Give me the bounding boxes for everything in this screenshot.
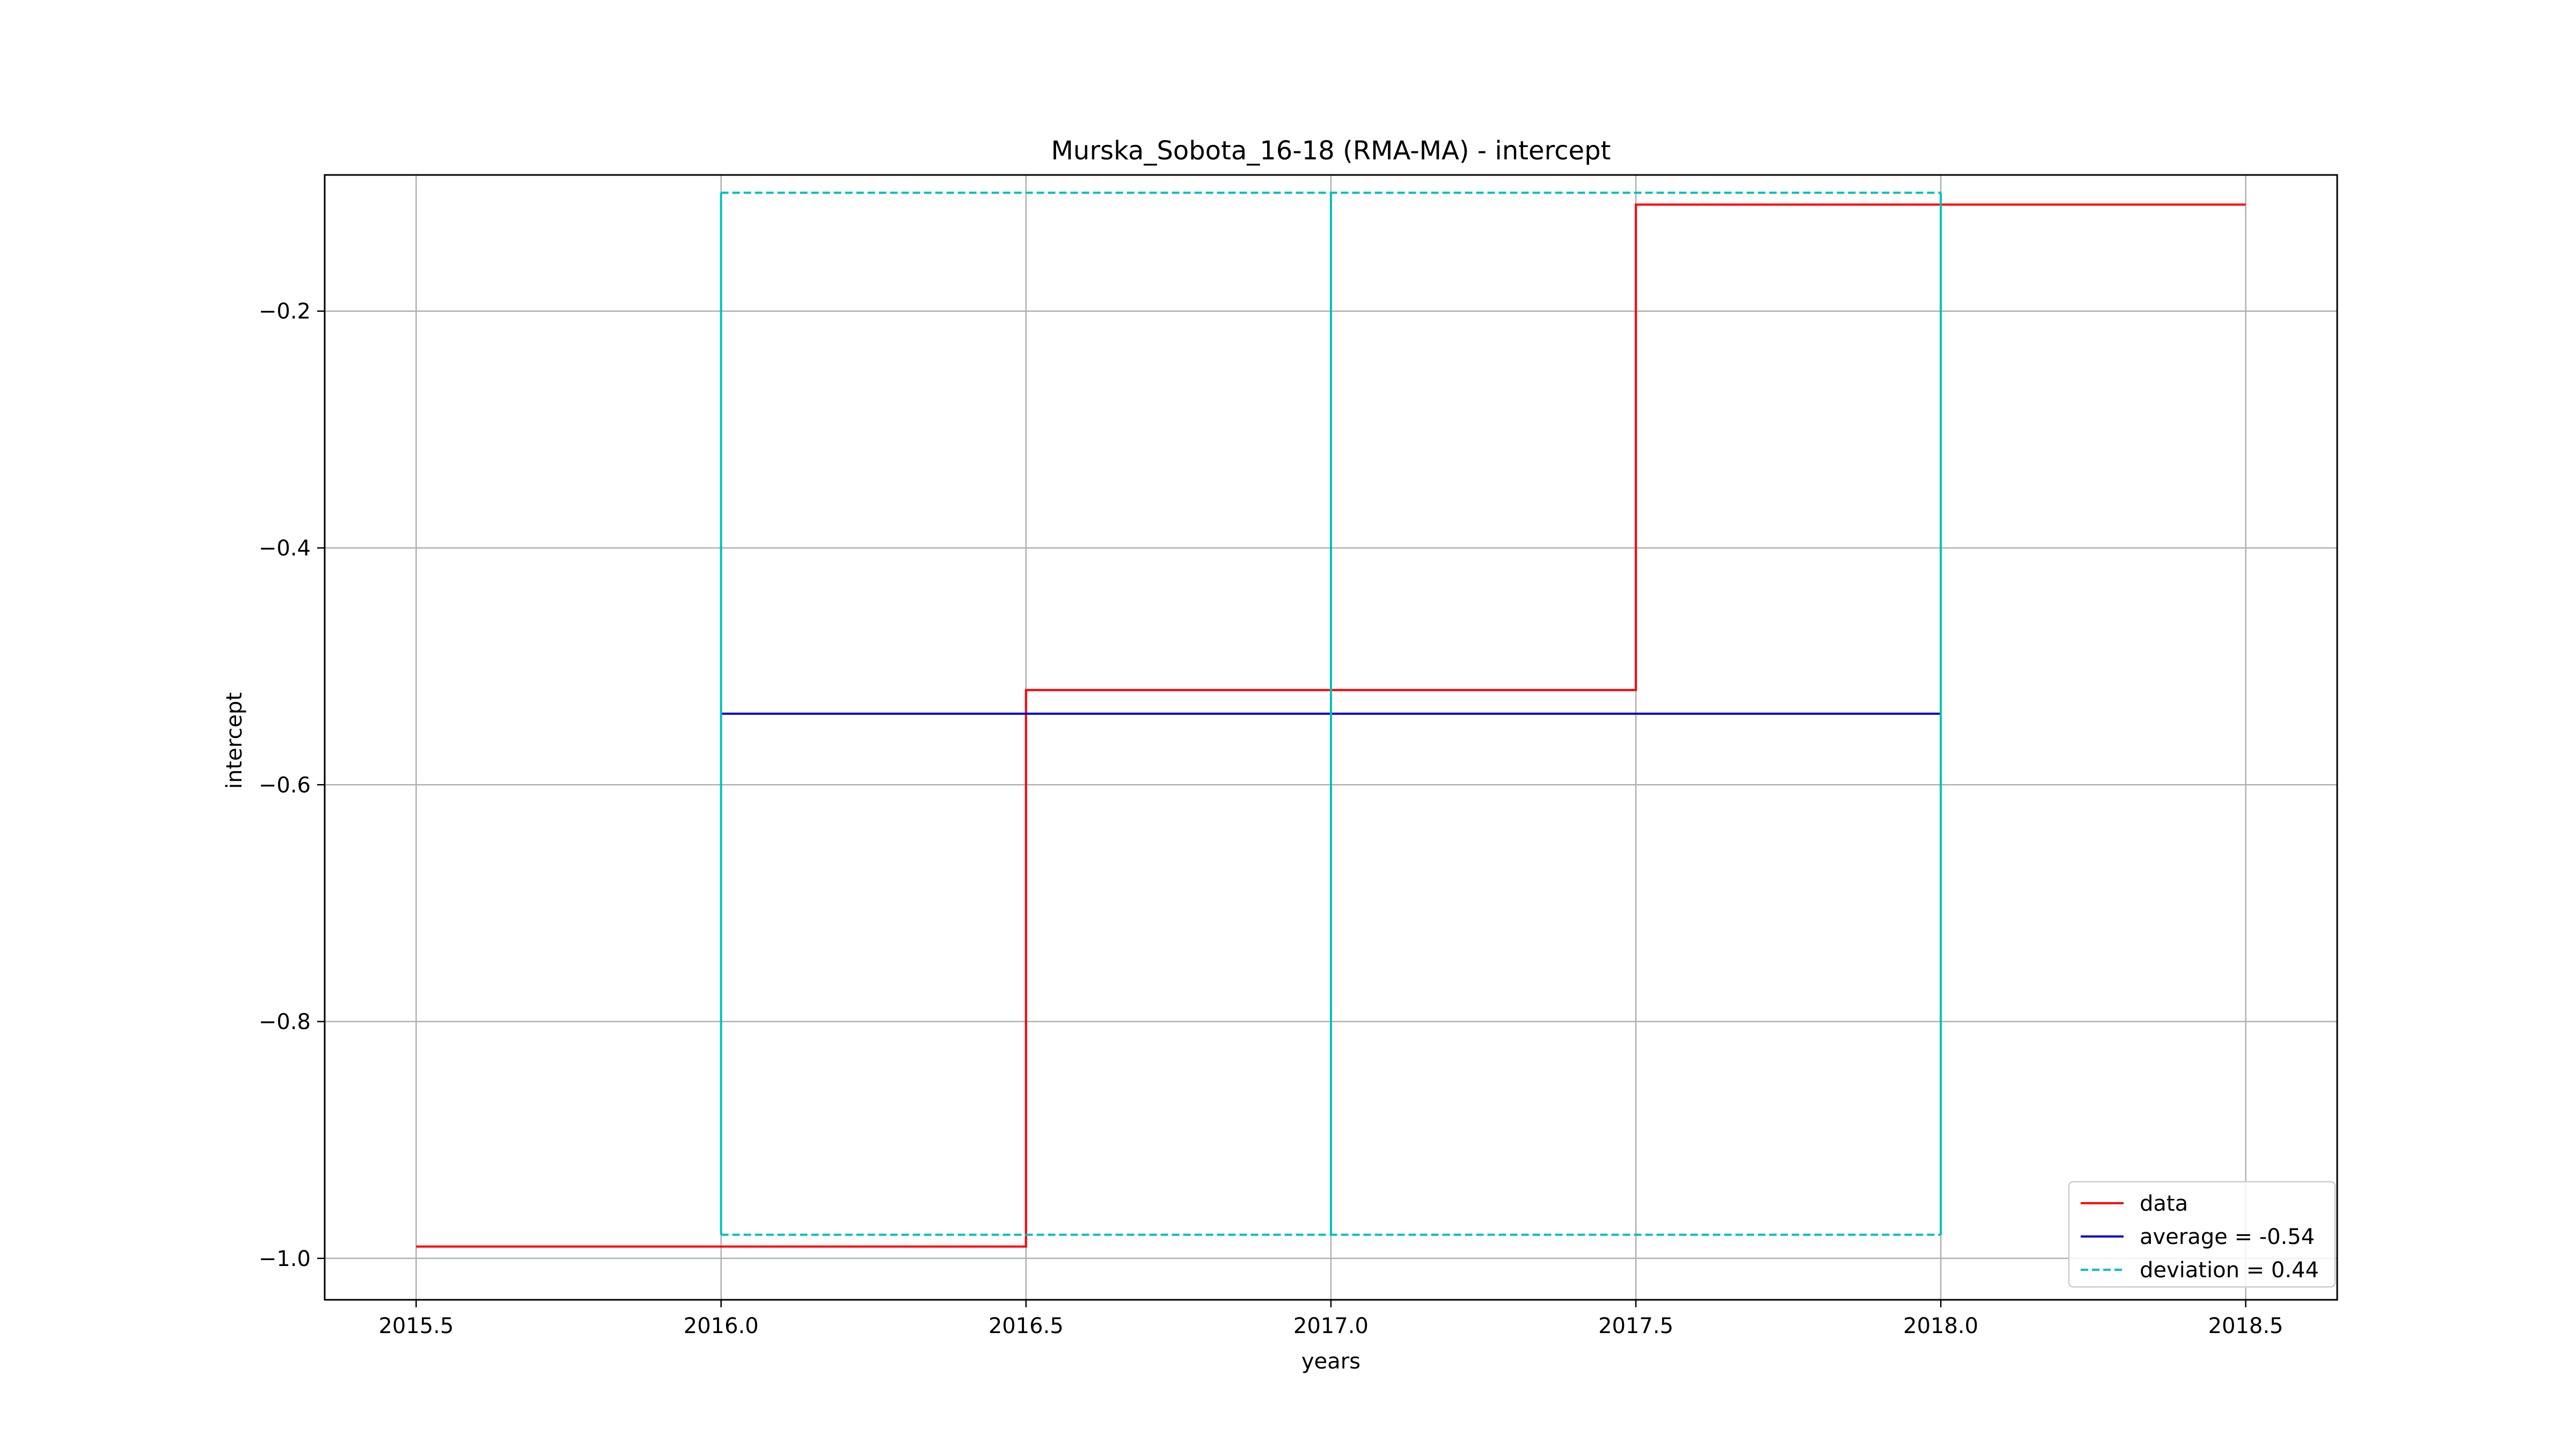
axis-ticks: 2015.5 2016.0 2016.5 2017.0 2017.5 2018.0 2018…	[259, 299, 2284, 1338]
y-tick-label: −1.0	[259, 1247, 311, 1271]
y-tick-label: −0.6	[259, 773, 311, 797]
chart-title: Murska_Sobota_16-18 (RMA-MA) - intercept	[1051, 136, 1611, 166]
legend-label: average = -0.54	[2140, 1225, 2315, 1249]
y-tick-label: −0.2	[259, 299, 311, 324]
x-tick-label: 2017.5	[1598, 1314, 1673, 1338]
x-tick-label: 2015.5	[378, 1314, 453, 1338]
x-tick-label: 2016.0	[684, 1314, 759, 1338]
y-tick-label: −0.4	[259, 536, 311, 561]
legend-box	[2068, 1181, 2336, 1288]
x-tick-label: 2017.0	[1293, 1314, 1368, 1338]
x-tick-label: 2016.5	[989, 1314, 1064, 1338]
series-layer	[416, 192, 2246, 1248]
x-axis-label: years	[1301, 1349, 1360, 1374]
legend-label: deviation = 0.44	[2140, 1258, 2319, 1283]
x-tick-label: 2018.5	[2208, 1314, 2284, 1338]
legend-label: data	[2140, 1191, 2188, 1216]
x-tick-label: 2018.0	[1903, 1314, 1978, 1338]
legend: data average = -0.54 deviation = 0.44	[2068, 1181, 2336, 1288]
y-tick-label: −0.8	[259, 1010, 311, 1035]
y-axis-label: intercept	[222, 692, 247, 789]
